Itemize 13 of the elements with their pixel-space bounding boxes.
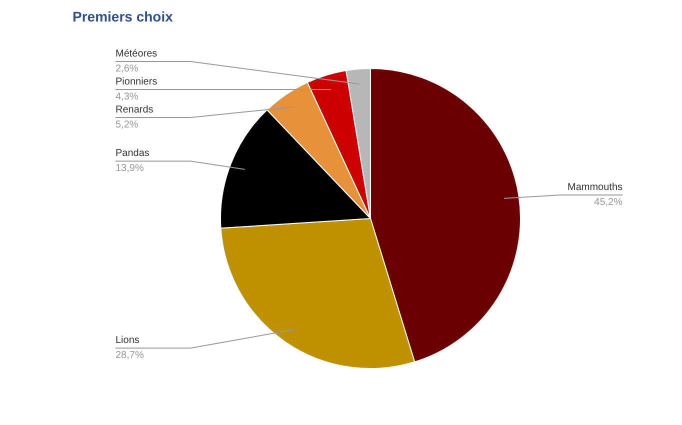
slice-label: Pandas xyxy=(116,148,150,160)
slice-label: Pionniers xyxy=(116,76,158,88)
chart-title: Premiers choix xyxy=(72,8,174,24)
data-label: 4,3% xyxy=(116,92,138,103)
data-label: 5,2% xyxy=(116,120,138,131)
data-label: 13,9% xyxy=(116,163,144,174)
slice-label: Météores xyxy=(116,48,158,60)
data-label: 28,7% xyxy=(116,350,144,362)
slice-label: Renards xyxy=(116,104,154,116)
data-label: 45,2% xyxy=(594,197,623,208)
slice-label: Lions xyxy=(116,335,140,346)
data-label: 2,6% xyxy=(116,64,138,75)
slice-label: Mammouths xyxy=(567,182,622,194)
